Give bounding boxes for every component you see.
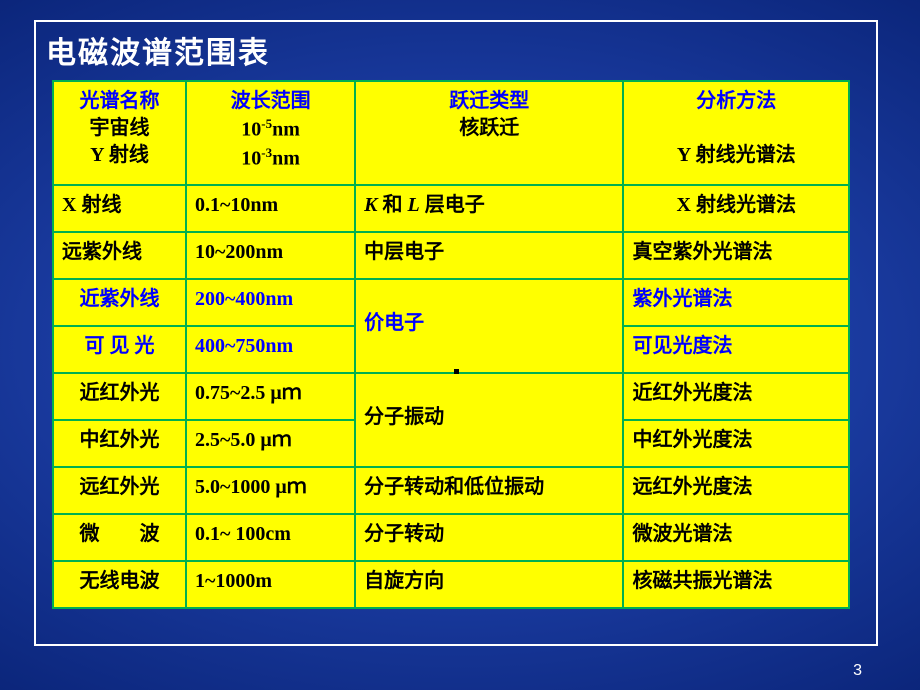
range2-prefix: 10 bbox=[241, 147, 261, 169]
header-cell-method: 分析方法 Y 射线光谱法 bbox=[623, 81, 849, 185]
col-header-method: 分析方法 bbox=[632, 88, 840, 115]
cell-trans: K 和 L 层电子 bbox=[355, 185, 623, 232]
cell-trans: 分子转动和低位振动 bbox=[355, 467, 623, 514]
cell-trans: 分子转动 bbox=[355, 514, 623, 561]
cell-range: 0.75~2.5 μｍ bbox=[186, 373, 355, 420]
cell-method: 可见光度法 bbox=[623, 326, 849, 373]
cell-range: 5.0~1000 μｍ bbox=[186, 467, 355, 514]
cell-trans: 自旋方向 bbox=[355, 561, 623, 608]
trans-k: K bbox=[364, 194, 377, 216]
table-row: 远紫外线 10~200nm 中层电子 真空紫外光谱法 bbox=[53, 232, 849, 279]
table-row: 近红外光 0.75~2.5 μｍ 分子振动 近红外光度法 bbox=[53, 373, 849, 420]
range1-exp: -5 bbox=[261, 116, 272, 131]
cell-name: 远红外光 bbox=[53, 467, 186, 514]
cell-method: 中红外光度法 bbox=[623, 420, 849, 467]
cell-name: 近紫外线 bbox=[53, 279, 186, 326]
header-sub-name1: 宇宙线 bbox=[62, 115, 177, 142]
spectrum-table-wrap: 光谱名称 宇宙线 Y 射线 波长范围 10-5nm 10-3nm 跃迁类型 核跃… bbox=[52, 80, 850, 609]
cell-name: 近红外光 bbox=[53, 373, 186, 420]
cell-trans: 中层电子 bbox=[355, 232, 623, 279]
header-sub-range2: 10-3nm bbox=[195, 144, 346, 173]
cell-name: 无线电波 bbox=[53, 561, 186, 608]
page-title: 电磁波谱范围表 bbox=[46, 28, 270, 72]
cell-trans: 价电子 bbox=[355, 279, 623, 373]
cell-name: 可 见 光 bbox=[53, 326, 186, 373]
cell-range: 400~750nm bbox=[186, 326, 355, 373]
cell-name: 微 波 bbox=[53, 514, 186, 561]
header-sub-method2: Y 射线光谱法 bbox=[632, 142, 840, 169]
cell-method: 微波光谱法 bbox=[623, 514, 849, 561]
col-header-name: 光谱名称 bbox=[62, 88, 177, 115]
cell-range: 200~400nm bbox=[186, 279, 355, 326]
col-header-trans: 跃迁类型 bbox=[364, 88, 614, 115]
col-header-range: 波长范围 bbox=[195, 88, 346, 115]
header-sub-trans: 核跃迁 bbox=[364, 115, 614, 142]
header-cell-range: 波长范围 10-5nm 10-3nm bbox=[186, 81, 355, 185]
cell-name: 远紫外线 bbox=[53, 232, 186, 279]
header-sub-range1: 10-5nm bbox=[195, 115, 346, 144]
cell-method: 近红外光度法 bbox=[623, 373, 849, 420]
table-row: 无线电波 1~1000m 自旋方向 核磁共振光谱法 bbox=[53, 561, 849, 608]
cell-range: 1~1000m bbox=[186, 561, 355, 608]
table-row: 微 波 0.1~ 100cm 分子转动 微波光谱法 bbox=[53, 514, 849, 561]
range1-suffix: nm bbox=[272, 119, 300, 141]
table-header-row: 光谱名称 宇宙线 Y 射线 波长范围 10-5nm 10-3nm 跃迁类型 核跃… bbox=[53, 81, 849, 185]
header-cell-trans: 跃迁类型 核跃迁 bbox=[355, 81, 623, 185]
cell-method: 核磁共振光谱法 bbox=[623, 561, 849, 608]
cell-range: 0.1~ 100cm bbox=[186, 514, 355, 561]
trans-l: L bbox=[407, 194, 419, 216]
table-row: 近紫外线 200~400nm 价电子 紫外光谱法 bbox=[53, 279, 849, 326]
cell-range: 10~200nm bbox=[186, 232, 355, 279]
table-row: X 射线 0.1~10nm K 和 L 层电子 X 射线光谱法 bbox=[53, 185, 849, 232]
cell-method: 真空紫外光谱法 bbox=[623, 232, 849, 279]
range1-prefix: 10 bbox=[241, 119, 261, 141]
cell-method: 远红外光度法 bbox=[623, 467, 849, 514]
spectrum-table: 光谱名称 宇宙线 Y 射线 波长范围 10-5nm 10-3nm 跃迁类型 核跃… bbox=[52, 80, 850, 609]
cell-trans: 分子振动 bbox=[355, 373, 623, 467]
range2-suffix: nm bbox=[272, 147, 300, 169]
header-sub-method1 bbox=[632, 115, 840, 142]
table-row: 远红外光 5.0~1000 μｍ 分子转动和低位振动 远红外光度法 bbox=[53, 467, 849, 514]
cell-method: 紫外光谱法 bbox=[623, 279, 849, 326]
marker-dot bbox=[454, 369, 459, 374]
range2-exp: -3 bbox=[261, 145, 272, 160]
header-cell-name: 光谱名称 宇宙线 Y 射线 bbox=[53, 81, 186, 185]
cell-name: X 射线 bbox=[53, 185, 186, 232]
cell-name: 中红外光 bbox=[53, 420, 186, 467]
header-sub-name2: Y 射线 bbox=[62, 142, 177, 169]
page-number: 3 bbox=[853, 662, 862, 680]
trans-tail: 层电子 bbox=[420, 194, 485, 216]
cell-range: 2.5~5.0 μｍ bbox=[186, 420, 355, 467]
trans-mid: 和 bbox=[377, 194, 407, 216]
cell-range: 0.1~10nm bbox=[186, 185, 355, 232]
cell-method: X 射线光谱法 bbox=[623, 185, 849, 232]
